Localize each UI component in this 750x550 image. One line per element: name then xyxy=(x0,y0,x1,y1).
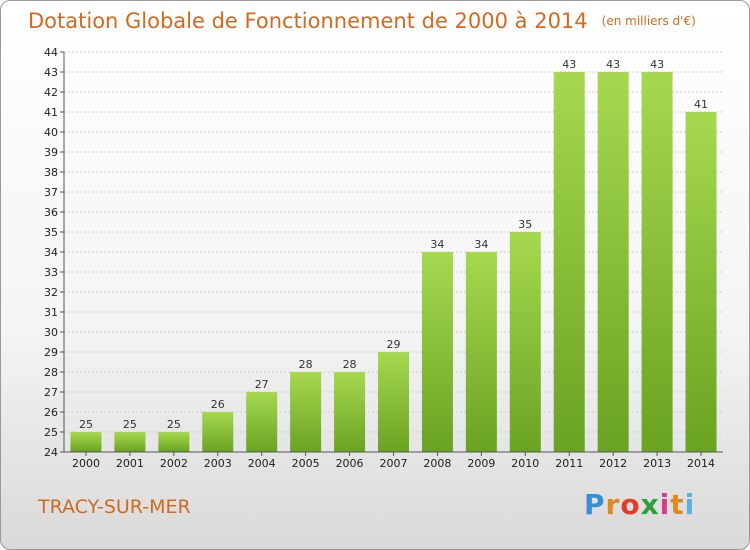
x-tick-label: 2012 xyxy=(599,457,627,470)
y-tick-label: 30 xyxy=(44,326,58,339)
y-tick-label: 24 xyxy=(44,446,58,459)
x-tick-label: 2014 xyxy=(687,457,715,470)
bar-value-label: 28 xyxy=(343,358,357,371)
y-tick-label: 37 xyxy=(44,186,58,199)
bar xyxy=(378,352,409,452)
bar-value-label: 26 xyxy=(211,398,225,411)
bar xyxy=(202,412,234,452)
y-tick-label: 43 xyxy=(44,66,58,79)
bar xyxy=(641,72,673,452)
y-tick-label: 34 xyxy=(44,246,58,259)
x-tick-label: 2000 xyxy=(72,457,100,470)
x-tick-label: 2005 xyxy=(292,457,320,470)
bar xyxy=(158,432,190,452)
bar-value-label: 34 xyxy=(474,238,488,251)
x-tick-label: 2008 xyxy=(423,457,451,470)
bar xyxy=(685,112,717,452)
logo-letter: x xyxy=(640,488,660,521)
x-axis: 2000 2001 2002 2003 2004 2005 2006 2007 2008 2009… xyxy=(64,451,723,470)
y-tick-label: 25 xyxy=(44,426,58,439)
logo-letter: r xyxy=(605,488,621,521)
x-tick-label: 2013 xyxy=(643,457,671,470)
logo-letter: P xyxy=(584,488,606,521)
y-axis: 24 25 26 27 28 29 30 31 32 33 34 35 36 37 38 39 40 41 42 43… xyxy=(44,46,65,459)
x-tick-label: 2002 xyxy=(160,457,188,470)
bar xyxy=(553,72,585,452)
title-text: Dotation Globale de Fonctionnement de 20… xyxy=(28,9,588,33)
bar xyxy=(509,232,541,452)
bar-value-label: 25 xyxy=(167,418,181,431)
y-tick-label: 39 xyxy=(44,146,58,159)
bar-value-label: 25 xyxy=(79,418,93,431)
y-tick-label: 32 xyxy=(44,286,58,299)
x-tick-label: 2006 xyxy=(336,457,364,470)
x-tick-label: 2004 xyxy=(248,457,276,470)
bar xyxy=(290,372,322,452)
y-tick-label: 33 xyxy=(44,266,58,279)
bar xyxy=(246,392,278,452)
bar-value-label: 43 xyxy=(606,58,620,71)
y-tick-label: 27 xyxy=(44,386,58,399)
unit-text: (en milliers d'€) xyxy=(601,14,696,28)
y-tick-label: 38 xyxy=(44,166,58,179)
logo-letter: i xyxy=(659,488,671,521)
x-tick-label: 2007 xyxy=(380,457,408,470)
x-tick-label: 2009 xyxy=(467,457,495,470)
y-tick-label: 36 xyxy=(44,206,58,219)
x-tick-label: 2010 xyxy=(511,457,539,470)
logo-letter: i xyxy=(684,488,696,521)
bar-value-label: 43 xyxy=(562,58,576,71)
bar xyxy=(465,252,497,452)
bar-value-label: 35 xyxy=(518,218,532,231)
y-tick-label: 40 xyxy=(44,126,58,139)
bar-value-label: 27 xyxy=(255,378,269,391)
x-tick-label: 2003 xyxy=(204,457,232,470)
logo-letter: t xyxy=(670,488,685,521)
bar-value-label: 41 xyxy=(694,98,708,111)
y-tick-label: 29 xyxy=(44,346,58,359)
y-tick-label: 28 xyxy=(44,366,58,379)
logo-letter: o xyxy=(620,488,641,521)
y-tick-label: 42 xyxy=(44,86,58,99)
bar-value-label: 34 xyxy=(430,238,444,251)
bars: 25 25 25 26 27 28 28 29 34 34 35 43 43 43 41 xyxy=(70,58,717,452)
y-tick-label: 26 xyxy=(44,406,58,419)
y-tick-label: 31 xyxy=(44,306,58,319)
bar xyxy=(114,432,146,452)
proxiti-logo: Proxiti xyxy=(584,488,695,521)
bar-value-label: 28 xyxy=(299,358,313,371)
bar-value-label: 43 xyxy=(650,58,664,71)
bar-value-label: 29 xyxy=(387,338,401,351)
y-tick-label: 35 xyxy=(44,226,58,239)
chart-title: Dotation Globale de Fonctionnement de 20… xyxy=(28,9,696,33)
y-tick-label: 44 xyxy=(44,46,58,59)
y-tick-label: 41 xyxy=(44,106,58,119)
bar xyxy=(70,432,102,452)
bar xyxy=(597,72,629,452)
bar-value-label: 25 xyxy=(123,418,137,431)
x-tick-label: 2011 xyxy=(555,457,583,470)
x-tick-label: 2001 xyxy=(116,457,144,470)
place-name: TRACY-SUR-MER xyxy=(38,496,191,518)
bar xyxy=(421,252,453,452)
bar xyxy=(334,372,366,452)
